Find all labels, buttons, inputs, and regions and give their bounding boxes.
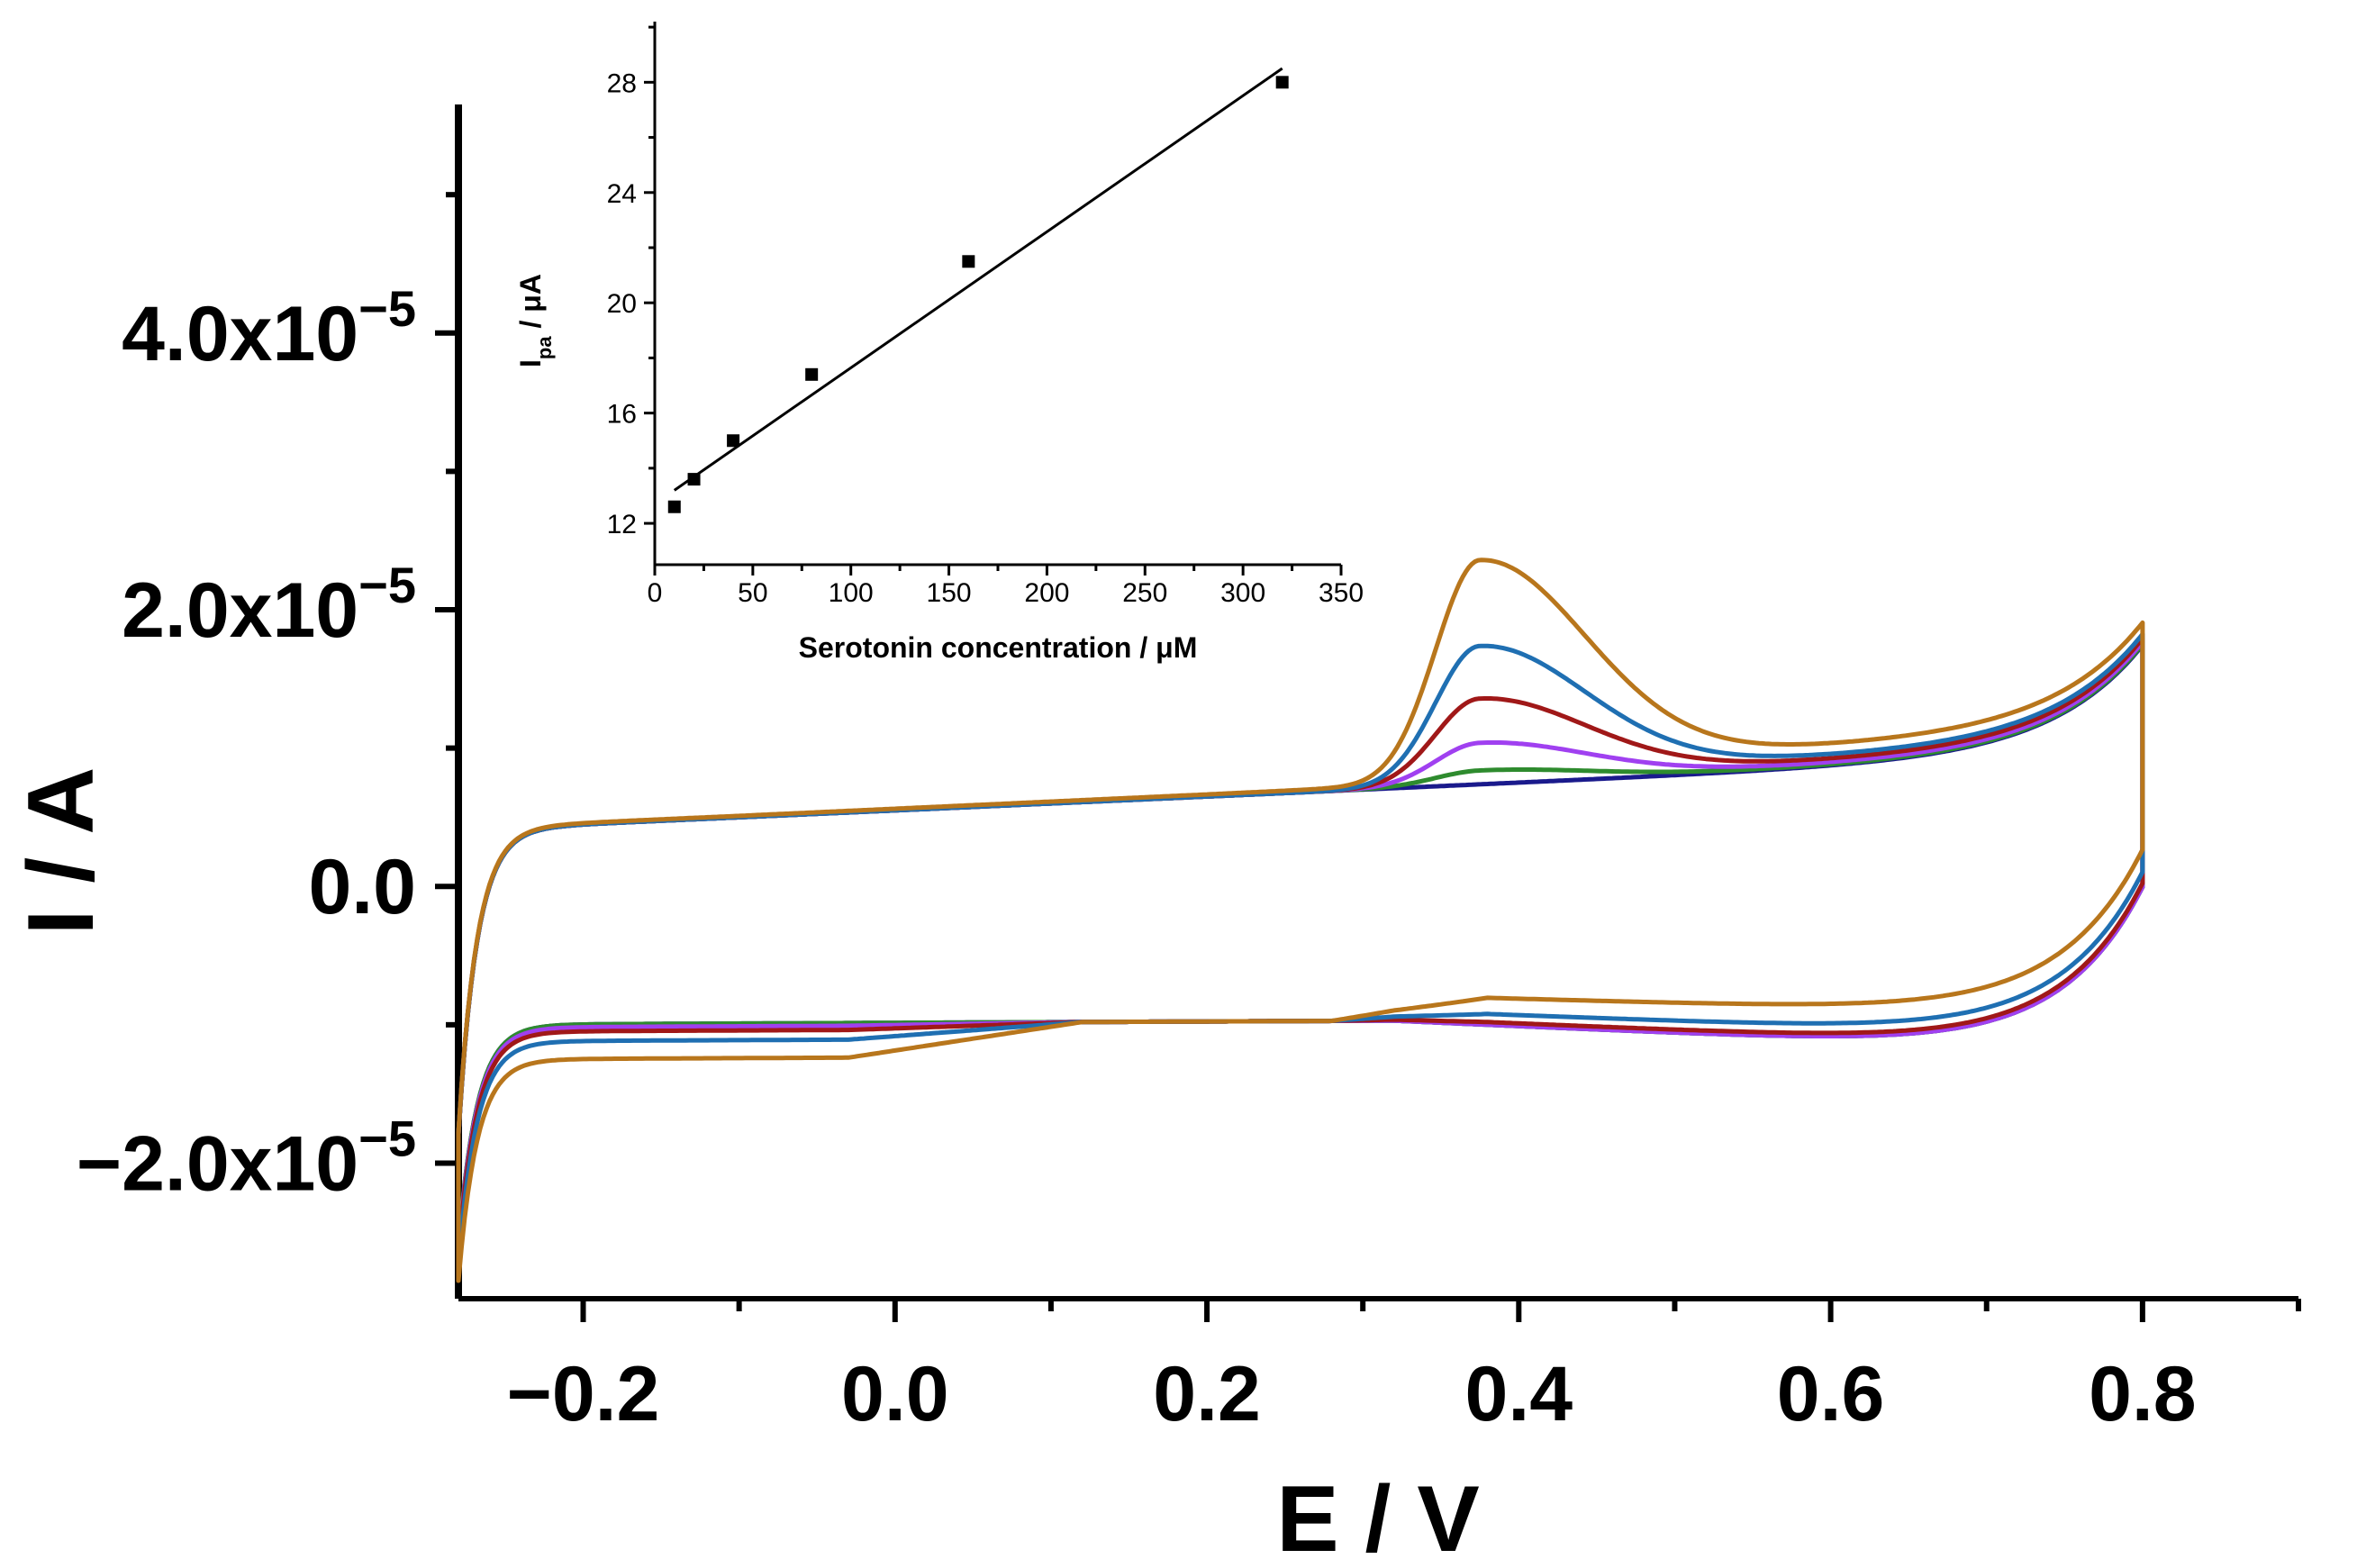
main-plot: −0.2 0.0 0.2 0.4 0.6 0.8−2.0x10−50.02.0x10−54… xyxy=(9,104,2301,1568)
inset-y-tick-label: 28 xyxy=(607,68,637,98)
cv-series-violet xyxy=(456,639,2145,1252)
inset-data-point xyxy=(1275,76,1289,89)
cv-series-orange xyxy=(456,557,2145,1283)
inset-fit-line xyxy=(673,67,1283,492)
inset-x-tick-label: 50 xyxy=(738,578,767,608)
y-tick-label: −2.0x10−5 xyxy=(77,1110,416,1207)
x-axis-title: E / V xyxy=(1276,1467,1479,1563)
inset-x-tick-label: 350 xyxy=(1319,578,1364,608)
inset-plot: 0 50 100 150 200 250 300 350 12 16 20 24 28 Serotonin… xyxy=(514,22,1364,664)
y-tick-exponent: −5 xyxy=(358,557,416,613)
y-tick-label: 4.0x10−5 xyxy=(122,280,416,377)
cv-series-blue xyxy=(456,631,2145,1265)
inset-data-point xyxy=(687,473,701,486)
y-tick-exponent: −5 xyxy=(358,280,416,337)
inset-y-title-part: / μA xyxy=(514,274,547,336)
inset-y-tick-label: 24 xyxy=(607,179,637,209)
inset-data-point xyxy=(962,255,975,268)
y-axis-title: I / A xyxy=(9,767,113,936)
inset-x-axis-title: Serotonin concentration / μM xyxy=(799,631,1198,664)
inset-y-title-part: pa xyxy=(533,336,556,359)
inset-y-tick-label: 12 xyxy=(607,510,637,539)
inset-data-point xyxy=(805,367,819,381)
x-tick-label: 0.4 xyxy=(1465,1351,1573,1437)
inset-y-tick-label: 20 xyxy=(607,289,637,319)
inset-x-tick-label: 250 xyxy=(1122,578,1167,608)
inset-x-tick-label: 100 xyxy=(829,578,874,608)
x-tick-label: 0.8 xyxy=(2089,1351,2197,1437)
inset-x-tick-label: 150 xyxy=(927,578,972,608)
inset-data-point xyxy=(727,434,740,448)
inset-x-tick-label: 200 xyxy=(1024,578,1069,608)
y-tick-mantissa: 4.0x10 xyxy=(122,291,358,377)
x-tick-label: −0.2 xyxy=(507,1351,660,1437)
inset-x-tick-label: 300 xyxy=(1220,578,1265,608)
x-tick-label: 0.2 xyxy=(1153,1351,1261,1437)
y-tick-mantissa: 2.0x10 xyxy=(122,567,358,654)
y-tick-label: 2.0x10−5 xyxy=(122,557,416,654)
inset-y-tick-label: 16 xyxy=(607,400,637,430)
inset-y-axis-title: Ipa / μA xyxy=(514,274,556,367)
y-tick-exponent: −5 xyxy=(358,1110,416,1166)
inset-data-point xyxy=(667,500,681,513)
x-tick-label: 0.0 xyxy=(841,1351,949,1437)
x-tick-label: 0.6 xyxy=(1777,1351,1885,1437)
inset-x-tick-label: 0 xyxy=(648,578,663,608)
cv-series-green xyxy=(456,641,2145,1249)
y-tick-mantissa: −2.0x10 xyxy=(77,1120,358,1207)
inset-y-title-part: I xyxy=(514,359,547,367)
y-tick-label: 0.0 xyxy=(308,844,416,930)
cv-series-crimson xyxy=(456,636,2145,1255)
